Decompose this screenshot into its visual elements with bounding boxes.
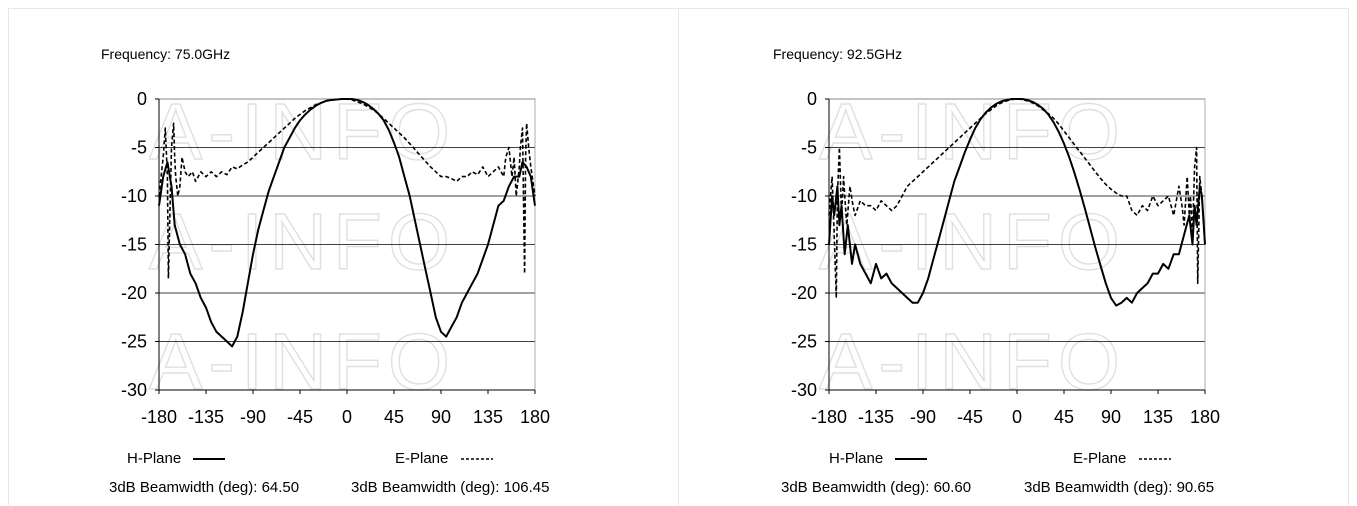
x-tick-label: 135 — [473, 407, 503, 427]
legend-h-plane-label: H-Plane — [829, 450, 884, 467]
legend-e-plane-label: E-Plane — [395, 450, 449, 467]
watermark-text: A-INFO — [149, 317, 456, 406]
x-tick-label: -180 — [141, 407, 177, 427]
y-tick-label: -20 — [791, 283, 817, 303]
legend-h-plane: H-Plane — [127, 450, 226, 467]
watermark-text: A-INFO — [819, 87, 1126, 176]
e-plane-beamwidth: 3dB Beamwidth (deg): 90.65 — [1024, 479, 1215, 496]
radiation-pattern-chart: A-INFOA-INFOA-INFO0-5-10-15-20-25-30-180… — [791, 86, 1220, 427]
x-tick-label: -45 — [287, 407, 313, 427]
e-plane-series-line — [158, 98, 536, 280]
legend-e-plane-swatch — [460, 458, 493, 460]
radiation-pattern-chart: A-INFOA-INFOA-INFO0-5-10-15-20-25-30-180… — [121, 86, 550, 427]
watermark-text: A-INFO — [819, 317, 1126, 406]
legend-e-plane-swatch — [1138, 458, 1171, 460]
legend-h-plane: H-Plane — [829, 450, 928, 467]
y-tick-label: -30 — [791, 380, 817, 400]
x-tick-label: 0 — [1012, 407, 1022, 427]
frequency-label: Frequency: 75.0GHz — [101, 46, 231, 62]
chart-panel-right: Frequency: 92.5GHz A-INFO A-INFO A-INFO 0 -5… — [678, 8, 1349, 505]
watermark-text: A-INFO — [149, 197, 456, 286]
x-tick-label: 180 — [1190, 407, 1220, 427]
h-plane-beamwidth: 3dB Beamwidth (deg): 60.60 — [781, 479, 972, 496]
x-tick-label: -135 — [858, 407, 894, 427]
y-tick-label: -5 — [801, 138, 817, 158]
x-tick-label: -45 — [957, 407, 983, 427]
x-tick-label: 45 — [384, 407, 404, 427]
e-plane-series-line — [828, 98, 1206, 299]
legend-h-plane-label: H-Plane — [127, 450, 182, 467]
x-tick-label: -90 — [240, 407, 266, 427]
x-tick-label: -135 — [188, 407, 224, 427]
y-tick-label: -15 — [791, 235, 817, 255]
x-tick-label: 45 — [1054, 407, 1074, 427]
legend-e-plane: E-Plane — [395, 450, 493, 467]
y-tick-label: -20 — [121, 283, 147, 303]
legend-h-plane-swatch — [895, 458, 928, 461]
x-tick-label: 90 — [1101, 407, 1121, 427]
watermark-text: A-INFO — [149, 87, 456, 176]
y-tick-label: -10 — [121, 186, 147, 206]
frequency-label: Frequency: 92.5GHz — [773, 46, 903, 62]
x-tick-label: 0 — [342, 407, 352, 427]
x-tick-label: 135 — [1143, 407, 1173, 427]
y-tick-label: -25 — [791, 332, 817, 352]
y-tick-label: -15 — [121, 235, 147, 255]
x-tick-label: -180 — [811, 407, 847, 427]
y-tick-label: -25 — [121, 332, 147, 352]
y-tick-label: -30 — [121, 380, 147, 400]
y-tick-label: 0 — [137, 89, 147, 109]
watermark-text: A-INFO — [819, 197, 1126, 286]
y-tick-label: -5 — [131, 138, 147, 158]
x-tick-label: 180 — [520, 407, 550, 427]
e-plane-beamwidth: 3dB Beamwidth (deg): 106.45 — [351, 479, 550, 496]
chart-panel-left: Frequency: 75.0GHz A-INFO A-INFO A-INFO 0 -5… — [8, 8, 679, 505]
legend-e-plane-label: E-Plane — [1073, 450, 1127, 467]
h-plane-beamwidth: 3dB Beamwidth (deg): 64.50 — [109, 479, 300, 496]
legend-h-plane-swatch — [193, 458, 226, 461]
y-tick-label: -10 — [791, 186, 817, 206]
x-tick-label: 90 — [431, 407, 451, 427]
x-tick-label: -90 — [910, 407, 936, 427]
legend-e-plane: E-Plane — [1073, 450, 1171, 467]
y-tick-label: 0 — [807, 89, 817, 109]
